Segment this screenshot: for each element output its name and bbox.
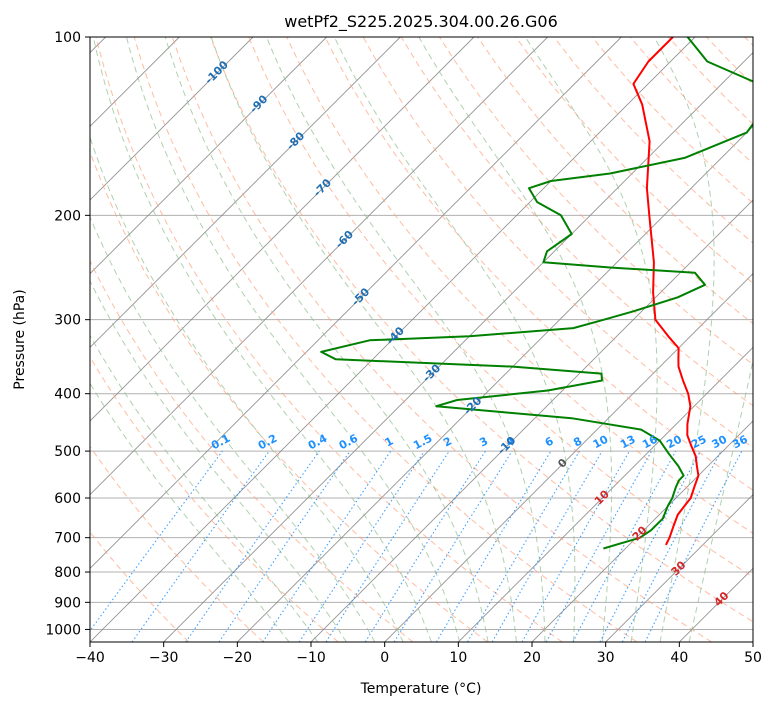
- y-tick-label: 700: [54, 531, 81, 547]
- isotherm-line: [90, 37, 475, 422]
- isotherm-line: [90, 37, 327, 275]
- mixing-ratio-line: [185, 450, 320, 642]
- y-axis-label: Pressure (hPa): [12, 289, 28, 389]
- mixing-ratio-line: [572, 450, 677, 642]
- isotherm-line: [458, 346, 753, 642]
- dry-adiabat-line: [95, 37, 563, 642]
- dry-adiabat-line: [248, 37, 753, 578]
- moist-adiabat-line: [524, 37, 658, 642]
- x-axis-ticks: −40 −30 −20 −10 0 10 20 30 40 50: [75, 642, 762, 666]
- moist-adiabat-line: [90, 382, 290, 642]
- dry-adiabat-line: [286, 37, 753, 534]
- x-tick-label: −10: [296, 650, 326, 666]
- mixing-ratio-label: 25: [689, 433, 709, 452]
- mixing-ratio-line: [644, 450, 743, 642]
- moist-adiabat-line: [210, 37, 517, 642]
- y-tick-label: 500: [54, 444, 81, 460]
- isotherm-line: [90, 37, 254, 201]
- isotherm-line: [605, 494, 753, 642]
- mixing-ratio-label: 20: [664, 432, 684, 451]
- y-tick-label: 300: [54, 313, 81, 329]
- moist-adiabat-line: [333, 37, 576, 642]
- mixing-ratio-label: 16: [640, 433, 660, 452]
- mixing-ratio-label: 10: [591, 432, 611, 451]
- moist-adiabat-line: [653, 37, 715, 642]
- dry-adiabat-line: [324, 37, 753, 491]
- x-tick-label: 40: [670, 650, 688, 666]
- x-axis-label: Temperature (°C): [360, 681, 482, 697]
- x-tick-label: 50: [744, 650, 762, 666]
- dry-adiabat-line: [90, 259, 414, 642]
- mixing-ratio-label: 36: [730, 433, 750, 452]
- sounding-series: [320, 37, 753, 550]
- dry-adiabat-line: [171, 37, 712, 642]
- moist-adiabat-line: [90, 334, 319, 642]
- mixing-ratio-line: [521, 450, 630, 642]
- chart-title: wetPf2_S225.2025.304.00.26.G06: [284, 12, 558, 32]
- temperature-trace: [632, 37, 700, 546]
- moist-adiabat-line: [90, 135, 404, 642]
- moist-adiabat-line: [164, 37, 489, 642]
- moist-adiabat-line: [92, 37, 432, 642]
- mixing-ratio-line: [298, 450, 425, 642]
- moist-adiabat-line: [126, 37, 461, 642]
- mixing-ratio-label: 30: [710, 433, 730, 452]
- isotherm-line: [90, 37, 622, 569]
- x-tick-label: −30: [149, 650, 179, 666]
- moist-adiabat-line: [266, 37, 546, 642]
- moist-adiabat-line: [688, 358, 753, 642]
- mixing-ratio-line: [90, 450, 223, 632]
- y-tick-label: 900: [54, 595, 81, 611]
- mixing-ratio-line: [325, 450, 450, 642]
- mixing-ratio-line: [545, 450, 653, 642]
- moist-adiabat-line: [418, 37, 613, 642]
- y-tick-label: 1000: [45, 622, 81, 638]
- dry-adiabat-line: [515, 37, 753, 284]
- y-tick-label: 100: [54, 30, 81, 46]
- isotherm-line: [384, 273, 753, 642]
- y-tick-label: 600: [54, 491, 81, 507]
- dry-adiabat-line: [90, 356, 339, 642]
- plot-frame: [89, 36, 754, 643]
- y-tick-label: 400: [54, 387, 81, 403]
- mixing-ratio-line: [393, 450, 513, 642]
- isotherm-line: [90, 37, 401, 348]
- moist-adiabat-line: [90, 215, 376, 642]
- x-tick-label: 30: [597, 650, 615, 666]
- mixing-ratio-line: [262, 450, 392, 642]
- mixing-ratio-label: 13: [618, 433, 638, 452]
- dry-adiabat-line: [90, 445, 264, 642]
- isotherm-line: [531, 420, 753, 642]
- x-tick-label: 10: [449, 650, 467, 666]
- isotherm-line: [163, 52, 753, 642]
- isotherm-line: [237, 125, 753, 642]
- dry-adiabat-line: [210, 37, 753, 623]
- x-tick-label: −40: [75, 650, 105, 666]
- isotherm-line: [90, 37, 548, 496]
- dewpoint-trace: [320, 37, 753, 550]
- y-tick-label: 800: [54, 565, 81, 581]
- mixing-ratio-line: [131, 450, 270, 642]
- plot-area: [90, 37, 753, 642]
- x-tick-label: −20: [223, 650, 253, 666]
- thermodynamic-background-lines: [90, 37, 753, 642]
- y-tick-label: 200: [54, 208, 81, 224]
- y-axis-ticks: 100 200 300 400 500 600 700 800 900 1000: [45, 30, 90, 638]
- x-tick-label: 20: [523, 650, 541, 666]
- x-tick-label: 0: [380, 650, 389, 666]
- mixing-ratio-line: [218, 450, 351, 642]
